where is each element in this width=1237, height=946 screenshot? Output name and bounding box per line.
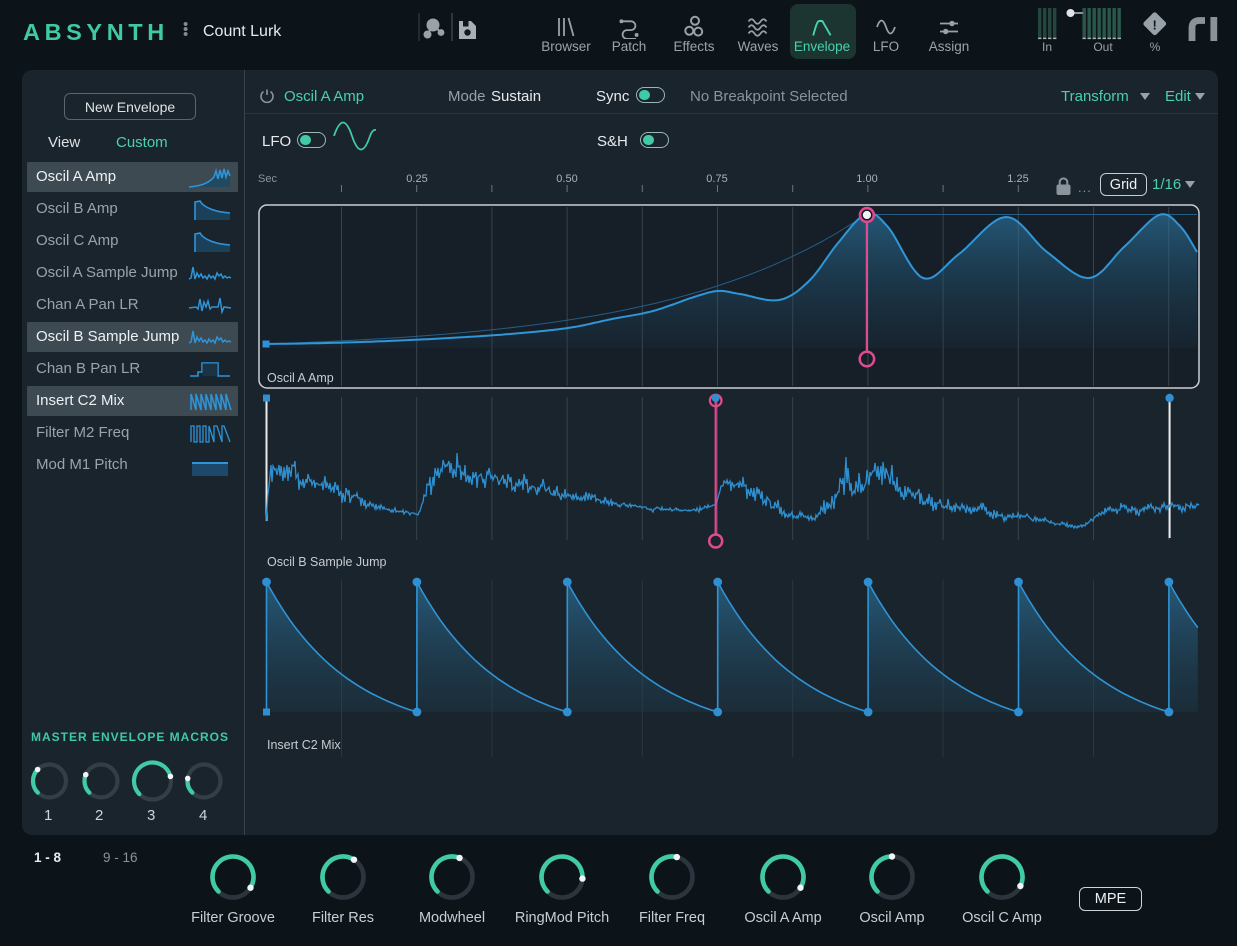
- svg-text:Insert C2 Mix: Insert C2 Mix: [267, 738, 341, 752]
- svg-text:Oscil A Amp: Oscil A Amp: [267, 371, 334, 385]
- svg-text:Oscil B Sample Jump: Oscil B Sample Jump: [267, 555, 387, 569]
- svg-text:!: !: [1153, 18, 1157, 33]
